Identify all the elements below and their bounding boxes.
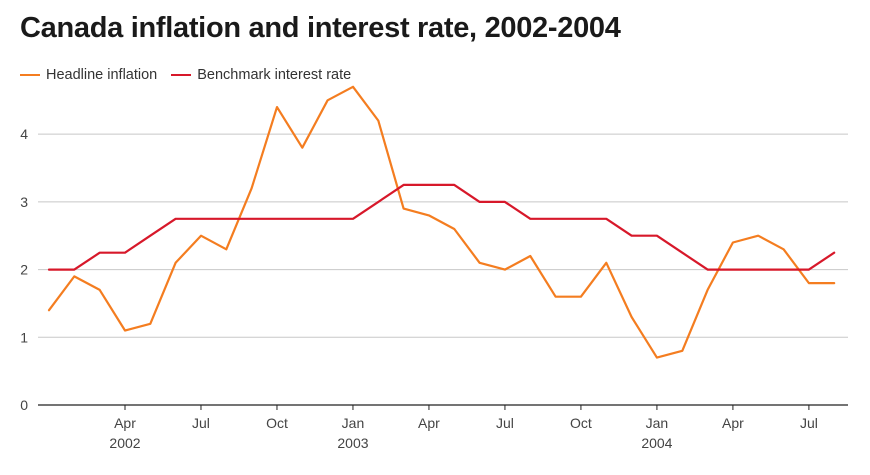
x-axis: Apr 2002 Jul Oct Jan 2003 Apr Jul Oct Jan 2004 Apr J… (38, 404, 848, 451)
chart-title: Canada inflation and interest rate, 2002… (20, 12, 621, 44)
x-tick-year: 2003 (337, 435, 368, 451)
x-tick-label: Apr (418, 415, 440, 431)
legend: Headline inflation Benchmark interest ra… (20, 67, 365, 83)
legend-label-interest-rate: Benchmark interest rate (197, 67, 352, 83)
y-tick-label: 3 (20, 194, 28, 210)
x-tick-year: 2004 (641, 435, 672, 451)
x-tick-label: Apr (114, 415, 136, 431)
x-tick-label: Jul (192, 415, 210, 431)
x-tick-label: Jul (800, 415, 818, 431)
legend-swatch-interest-rate (171, 74, 192, 76)
y-axis-ticks: 0 1 2 3 4 (20, 126, 28, 413)
legend-item-inflation: Headline inflation (20, 67, 157, 83)
x-tick-label: Jan (342, 415, 365, 431)
x-tick-label: Jul (496, 415, 514, 431)
x-tick-year: 2002 (109, 435, 140, 451)
gridlines (38, 133, 848, 338)
series-lines (47, 85, 836, 359)
series-line-benchmark-interest-rate (47, 183, 836, 271)
x-tick-label: Apr (722, 415, 744, 431)
legend-swatch-inflation (20, 74, 40, 76)
legend-item-interest-rate: Benchmark interest rate (171, 67, 351, 83)
y-tick-label: 1 (20, 329, 28, 345)
y-tick-label: 2 (20, 262, 28, 278)
x-tick-label: Oct (570, 415, 592, 431)
legend-label-inflation: Headline inflation (46, 67, 158, 83)
y-tick-label: 4 (20, 126, 28, 142)
x-tick-label: Oct (266, 415, 288, 431)
y-tick-label: 0 (20, 397, 28, 413)
x-tick-label: Jan (646, 415, 669, 431)
series-line-headline-inflation (47, 85, 836, 359)
